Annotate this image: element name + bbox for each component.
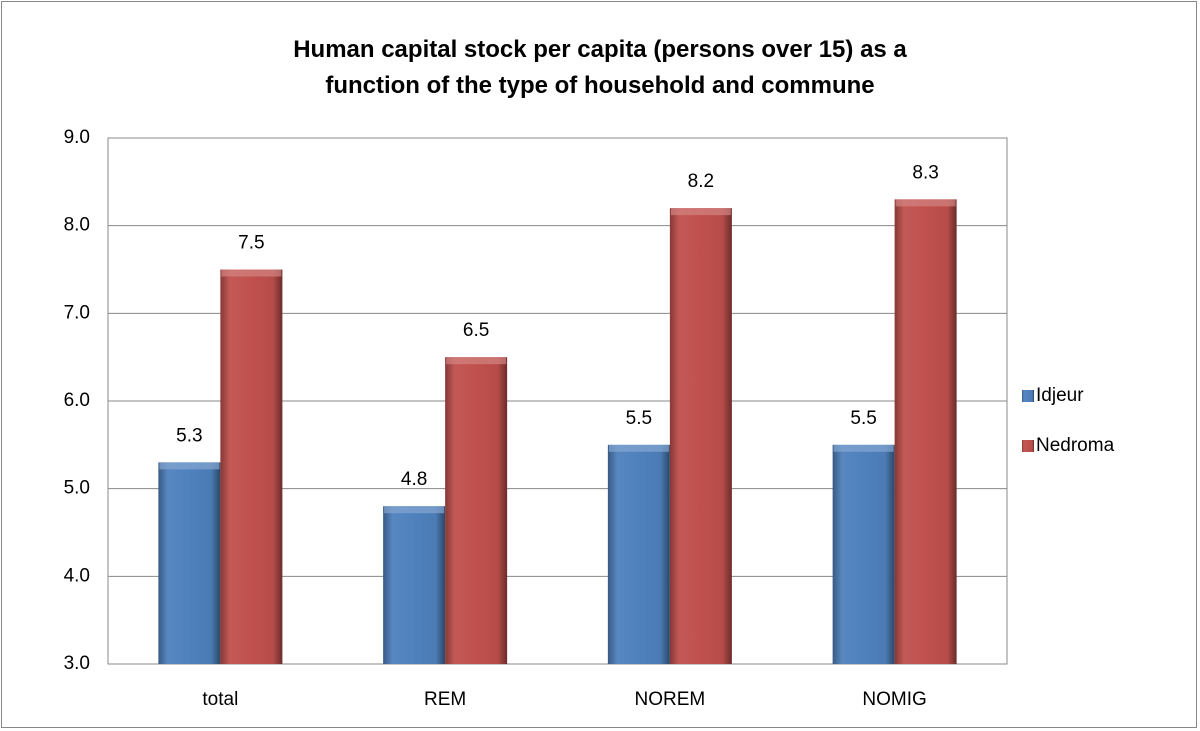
bar-bevel bbox=[608, 444, 669, 452]
data-label: 5.3 bbox=[176, 425, 202, 446]
data-label: 8.2 bbox=[688, 171, 714, 192]
x-tick-label: total bbox=[202, 689, 238, 710]
bar-bevel bbox=[670, 208, 731, 216]
bar bbox=[894, 199, 957, 664]
data-label: 4.8 bbox=[401, 469, 427, 490]
y-tick-label: 3.0 bbox=[64, 653, 90, 674]
legend-label: Nedroma bbox=[1036, 435, 1115, 456]
data-label: 5.5 bbox=[850, 408, 876, 429]
x-tick-label: NOMIG bbox=[862, 689, 926, 710]
chart-title: Human capital stock per capita (persons … bbox=[293, 36, 907, 99]
bar bbox=[158, 462, 221, 664]
bar bbox=[607, 444, 670, 664]
bar bbox=[383, 506, 446, 664]
bar-bevel bbox=[895, 199, 956, 207]
data-label: 6.5 bbox=[463, 320, 489, 341]
legend-label: Idjeur bbox=[1036, 385, 1084, 406]
bar-bevel bbox=[833, 444, 894, 452]
data-label: 7.5 bbox=[238, 233, 264, 254]
bar bbox=[832, 444, 895, 664]
x-tick-label: REM bbox=[424, 689, 466, 710]
bar bbox=[445, 357, 508, 664]
y-tick-label: 6.0 bbox=[64, 390, 90, 411]
y-tick-label: 8.0 bbox=[64, 215, 90, 236]
bar-bevel bbox=[384, 506, 445, 514]
legend-swatch bbox=[1022, 440, 1034, 452]
y-tick-label: 7.0 bbox=[64, 302, 90, 323]
bar bbox=[669, 208, 732, 664]
legend-swatch bbox=[1022, 390, 1034, 402]
y-tick-label: 9.0 bbox=[64, 127, 90, 148]
bar-bevel bbox=[446, 357, 507, 365]
data-label: 8.3 bbox=[912, 162, 938, 183]
y-tick-label: 4.0 bbox=[64, 565, 90, 586]
data-label: 5.5 bbox=[626, 408, 652, 429]
bar-bevel bbox=[221, 269, 282, 277]
bar bbox=[220, 269, 283, 664]
x-tick-label: NOREM bbox=[635, 689, 706, 710]
bar-bevel bbox=[159, 462, 220, 470]
y-tick-label: 5.0 bbox=[64, 478, 90, 499]
